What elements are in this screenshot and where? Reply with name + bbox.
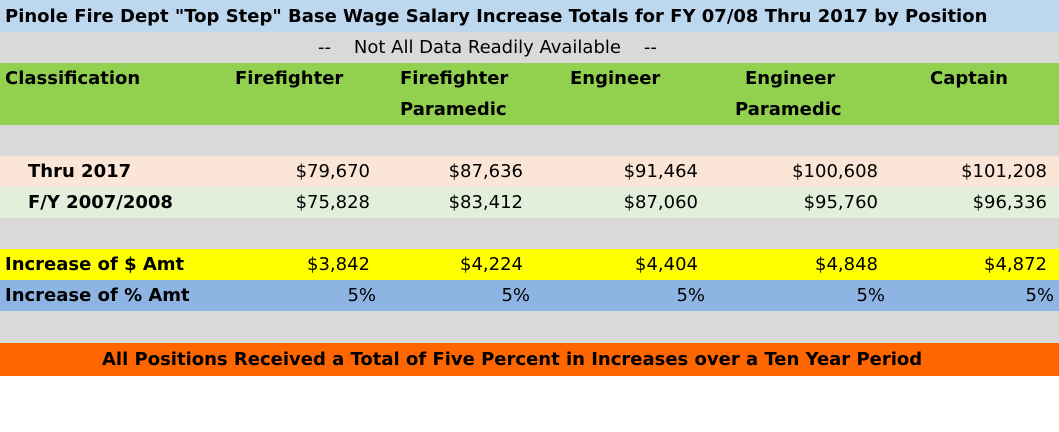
subtitle-row: -- Not All Data Readily Available --: [0, 32, 1059, 63]
thru-2017-row: Thru 2017 $79,670 $87,636 $91,464 $100,6…: [0, 156, 1059, 187]
value-firefighter: 5%: [347, 285, 376, 306]
spacer-row: [0, 311, 1059, 343]
header-row: Classification Firefighter Firefighter P…: [0, 63, 1059, 125]
header-captain: Captain: [930, 68, 1008, 89]
value-ff-paramedic: 5%: [501, 285, 530, 306]
increase-percent-row: Increase of % Amt 5% 5% 5% 5% 5%: [0, 280, 1059, 311]
header-ff-paramedic-line2: Paramedic: [400, 99, 507, 120]
value-eng-paramedic: $100,608: [792, 161, 878, 182]
value-eng-paramedic: 5%: [856, 285, 885, 306]
sheet-title: Pinole Fire Dept "Top Step" Base Wage Sa…: [5, 6, 988, 27]
value-engineer: 5%: [676, 285, 705, 306]
footer-note: All Positions Received a Total of Five P…: [102, 349, 923, 370]
value-ff-paramedic: $4,224: [460, 254, 523, 275]
header-firefighter: Firefighter: [235, 68, 344, 89]
value-captain: $4,872: [984, 254, 1047, 275]
value-captain: $96,336: [972, 192, 1047, 213]
value-eng-paramedic: $95,760: [803, 192, 878, 213]
value-firefighter: $75,828: [295, 192, 370, 213]
value-ff-paramedic: $83,412: [448, 192, 523, 213]
header-classification: Classification: [5, 68, 141, 89]
row-label: Thru 2017: [28, 161, 132, 182]
value-firefighter: $3,842: [307, 254, 370, 275]
header-ff-paramedic-line1: Firefighter: [400, 68, 509, 89]
fy-2007-2008-row: F/Y 2007/2008 $75,828 $83,412 $87,060 $9…: [0, 187, 1059, 218]
header-eng-paramedic-line1: Engineer: [745, 68, 836, 89]
increase-amount-row: Increase of $ Amt $3,842 $4,224 $4,404 $…: [0, 249, 1059, 280]
value-captain: 5%: [1025, 285, 1054, 306]
footer-row: All Positions Received a Total of Five P…: [0, 343, 1059, 376]
header-engineer: Engineer: [570, 68, 661, 89]
sheet-subtitle: -- Not All Data Readily Available --: [318, 37, 657, 58]
value-firefighter: $79,670: [295, 161, 370, 182]
title-row: Pinole Fire Dept "Top Step" Base Wage Sa…: [0, 0, 1059, 32]
value-ff-paramedic: $87,636: [448, 161, 523, 182]
value-eng-paramedic: $4,848: [815, 254, 878, 275]
row-label: Increase of $ Amt: [5, 254, 185, 275]
spacer-row: [0, 125, 1059, 156]
value-engineer: $87,060: [623, 192, 698, 213]
spacer-row: [0, 218, 1059, 249]
value-engineer: $91,464: [623, 161, 698, 182]
row-label: Increase of % Amt: [5, 285, 190, 306]
value-engineer: $4,404: [635, 254, 698, 275]
header-eng-paramedic-line2: Paramedic: [735, 99, 842, 120]
value-captain: $101,208: [961, 161, 1047, 182]
row-label: F/Y 2007/2008: [28, 192, 173, 213]
